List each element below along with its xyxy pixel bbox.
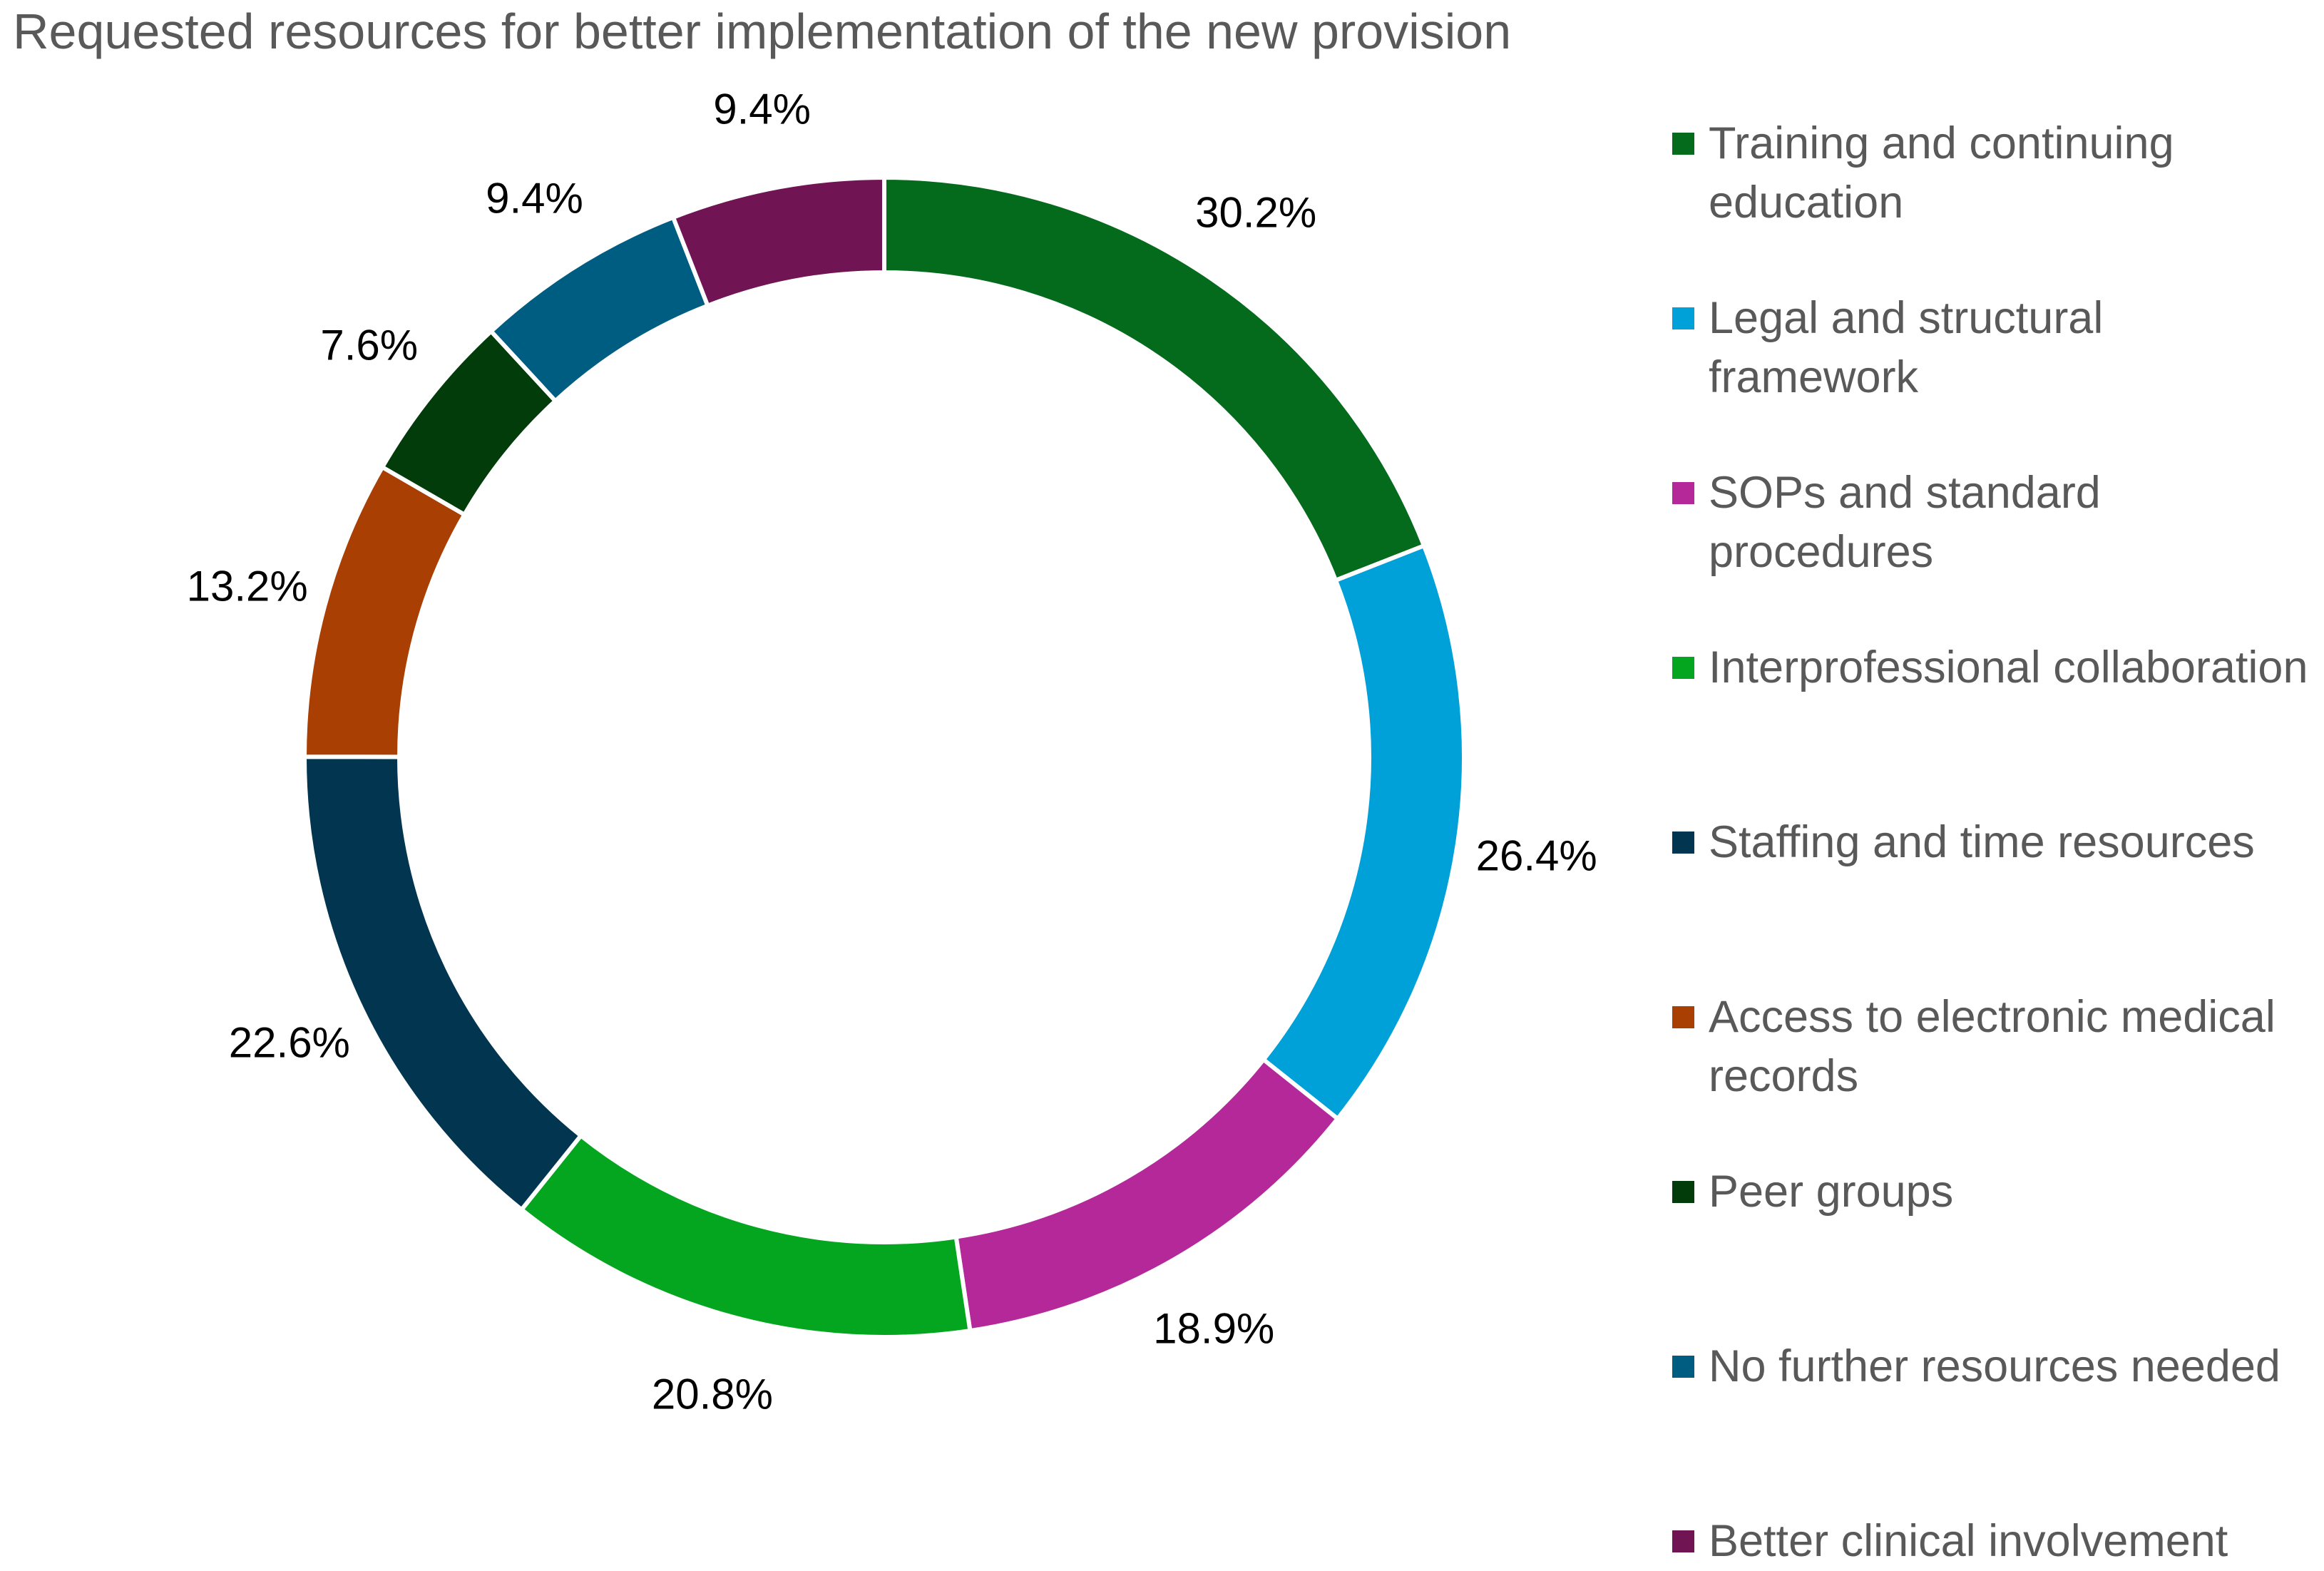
slice-sops-and-standard-procedures: [953, 1056, 1341, 1334]
data-label-peer-groups: 7.6%: [320, 322, 418, 369]
donut-chart: 30.2% 26.4% 18.9% 20.8% 22.6% 13.2% 7.6% 9.4% 9.…: [187, 86, 1597, 1418]
data-label-training-and-continuing-education: 30.2%: [1195, 188, 1316, 236]
slice-interprofessional-collaboration: [518, 1132, 973, 1339]
legend-swatch: [1672, 1006, 1694, 1028]
chart-legend: Training and continuing education Legal a…: [1672, 0, 2324, 1566]
data-label-interprofessional-collaboration: 20.8%: [652, 1371, 773, 1418]
legend-swatch: [1672, 482, 1694, 504]
legend-label: Interprofessional collaboration: [1709, 643, 2308, 692]
legend-swatch: [1672, 307, 1694, 329]
legend-label: Legal and structural framework: [1709, 293, 2104, 402]
legend-label: Peer groups: [1709, 1167, 1954, 1217]
data-label-staffing-and-time-resources: 22.6%: [229, 1018, 350, 1066]
legend-swatch: [1672, 1530, 1694, 1552]
slice-legal-and-structural-framework: [1260, 543, 1466, 1122]
legend-swatch: [1672, 657, 1694, 679]
legend-label: No further resources needed: [1709, 1341, 2281, 1391]
data-label-no-further-resources-needed: 9.4%: [486, 174, 583, 222]
data-label-access-to-electronic-medical-records: 13.2%: [187, 562, 308, 610]
legend-label: Training and continuing education: [1709, 118, 2174, 227]
chart-title: Requested resources for better implement…: [13, 4, 1512, 59]
legend-label: Staffing and time resources: [1709, 817, 2255, 867]
slice-staffing-and-time-resources: [302, 754, 584, 1213]
legend-swatch: [1672, 1356, 1694, 1378]
donut-slices: [302, 175, 1466, 1339]
legend-swatch: [1672, 1181, 1694, 1203]
legend-swatch: [1672, 831, 1694, 854]
slice-training-and-continuing-education: [882, 175, 1427, 583]
slice-better-clinical-involvement: [670, 175, 886, 309]
legend-label: Access to electronic medical records: [1709, 992, 2276, 1101]
data-label-better-clinical-involvement: 9.4%: [713, 86, 811, 133]
data-label-legal-and-structural-framework: 26.4%: [1476, 831, 1597, 879]
slice-access-to-electronic-medical-records: [302, 464, 468, 759]
legend-label: Better clinical involvement: [1709, 1516, 2228, 1566]
data-labels: 30.2% 26.4% 18.9% 20.8% 22.6% 13.2% 7.6% 9.4% 9.…: [187, 86, 1597, 1418]
legend-label: SOPs and standard procedures: [1709, 468, 2101, 577]
legend-swatch: [1672, 133, 1694, 155]
data-label-sops-and-standard-procedures: 18.9%: [1153, 1305, 1274, 1353]
